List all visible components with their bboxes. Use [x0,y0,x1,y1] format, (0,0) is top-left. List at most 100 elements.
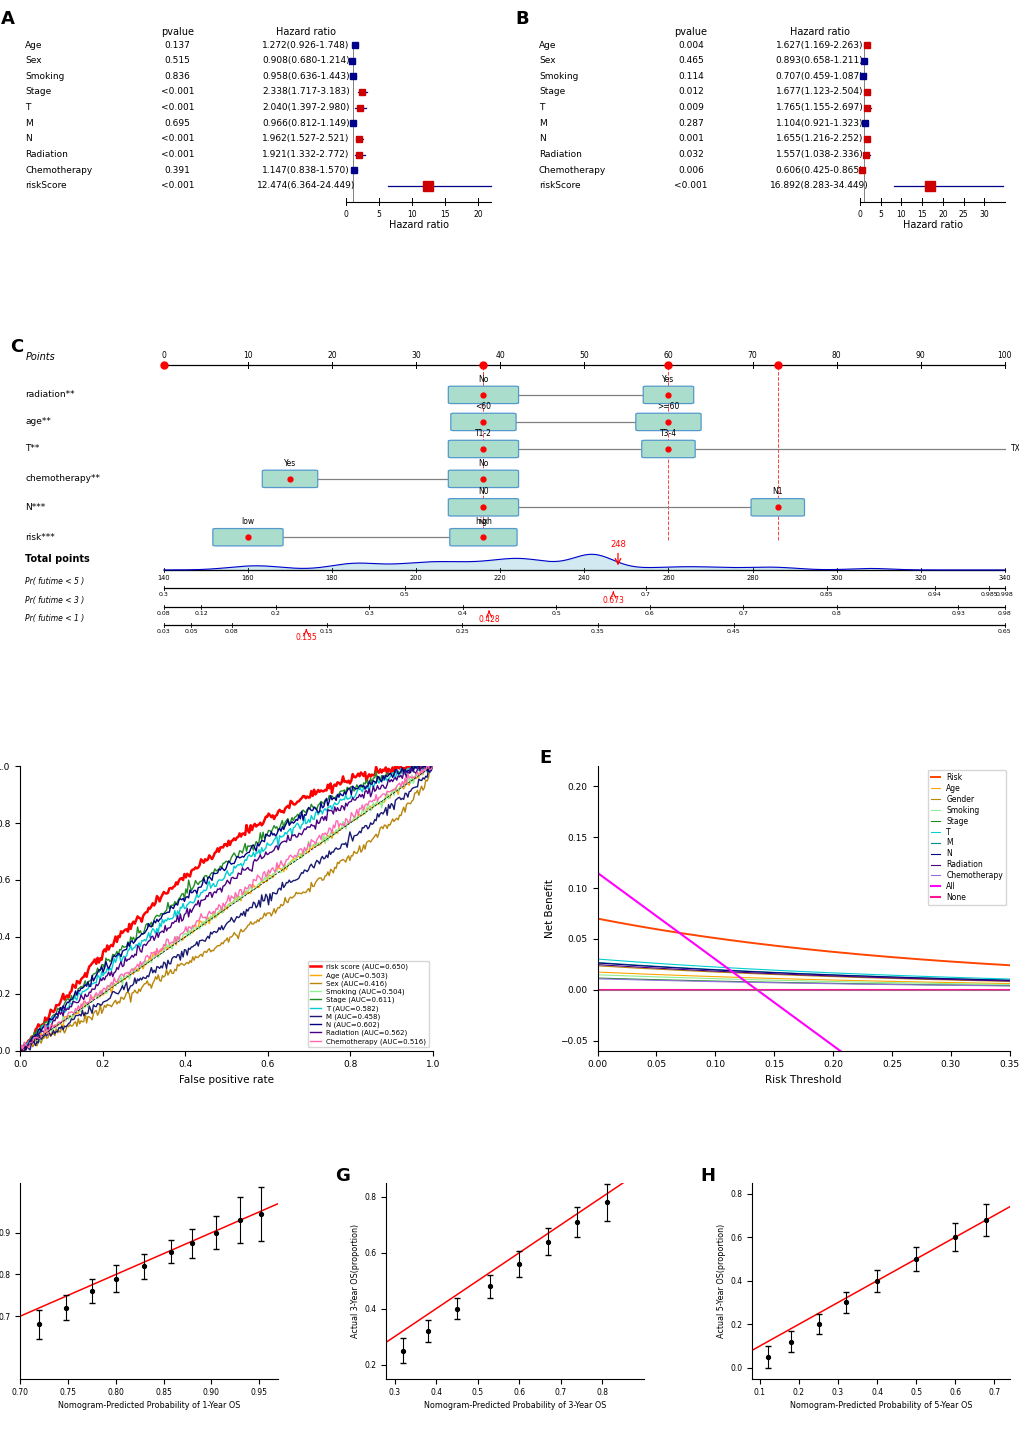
Text: 0.137: 0.137 [164,40,191,49]
Gender [1003,972,1015,989]
Gender [844,968,856,985]
Radiation [964,971,976,988]
Age [836,972,848,989]
T (AUC=0.582) [258,841,270,859]
Text: 12.474(6.364-24.449): 12.474(6.364-24.449) [257,181,355,191]
Text: 10: 10 [407,210,417,220]
M [1003,972,1015,989]
Stage (AUC=0.611) [14,1043,26,1060]
Text: <0.001: <0.001 [160,103,194,112]
Text: 220: 220 [493,574,506,580]
Radiation [844,968,856,985]
Text: 340: 340 [998,574,1010,580]
M (AUC=0.458) [266,885,278,902]
Text: 0.966(0.812-1.149): 0.966(0.812-1.149) [262,119,350,128]
Chemotherapy [1003,978,1015,995]
None [844,981,856,998]
Age [593,964,605,981]
Text: Stage: Stage [538,88,565,96]
Text: 10: 10 [896,210,905,220]
Text: Radiation: Radiation [538,151,581,159]
Text: Age: Age [538,40,555,49]
Text: 0.836: 0.836 [164,72,191,80]
None [836,981,848,998]
N (AUC=0.602) [260,826,272,843]
Stage (AUC=0.611) [387,767,399,784]
Text: <0.001: <0.001 [160,151,194,159]
Text: 0.3: 0.3 [364,610,374,616]
Text: H: H [700,1167,715,1185]
Text: 140: 140 [157,574,170,580]
Text: 0.35: 0.35 [590,629,604,635]
risk score (AUC=0.650) [389,757,401,774]
Text: Pr( futime < 5 ): Pr( futime < 5 ) [25,577,85,586]
Text: 2.040(1.397-2.980): 2.040(1.397-2.980) [262,103,350,112]
Smoking (AUC=0.504) [15,1041,28,1058]
M [593,954,605,971]
Text: 0.985: 0.985 [979,592,997,596]
Text: riskScore: riskScore [25,181,66,191]
Text: chemotherapy**: chemotherapy** [25,474,100,484]
Radiation [1003,972,1015,989]
Text: 0.391: 0.391 [164,165,191,175]
Text: 200: 200 [410,574,422,580]
All [837,1044,849,1061]
Text: 2.338(1.717-3.183): 2.338(1.717-3.183) [262,88,350,96]
Text: risk***: risk*** [25,533,55,541]
Text: 0.5: 0.5 [551,610,560,616]
Line: Chemotherapy: Chemotherapy [598,979,1009,987]
Text: 0.032: 0.032 [678,151,703,159]
risk score (AUC=0.650) [14,1043,26,1060]
FancyBboxPatch shape [450,414,516,431]
Line: risk score (AUC=0.650): risk score (AUC=0.650) [20,765,432,1051]
Chemotherapy [593,971,605,988]
Chemotherapy [836,975,848,992]
Text: Yes: Yes [661,375,674,383]
Text: 1.272(0.926-1.748): 1.272(0.926-1.748) [262,40,350,49]
Text: 30: 30 [978,210,988,220]
M (AUC=0.458) [426,757,438,774]
N (AUC=0.602) [387,765,399,783]
risk score (AUC=0.650) [387,763,399,780]
All [592,864,604,882]
Stage [836,975,848,992]
Text: 0.6: 0.6 [644,610,654,616]
Chemotherapy (AUC=0.516) [15,1037,28,1054]
N [844,966,856,984]
Line: M: M [598,962,1009,981]
Text: 1.921(1.332-2.772): 1.921(1.332-2.772) [262,151,350,159]
Smoking [938,975,951,992]
Line: M (AUC=0.458): M (AUC=0.458) [20,765,432,1051]
Smoking (AUC=0.504) [266,864,278,882]
Sex (AUC=0.416) [387,813,399,830]
Text: 0.908(0.680-1.214): 0.908(0.680-1.214) [262,56,350,65]
Smoking (AUC=0.504) [258,869,270,886]
Text: 320: 320 [914,574,926,580]
Stage (AUC=0.611) [425,757,437,774]
Text: 0.958(0.636-1.443): 0.958(0.636-1.443) [262,72,350,80]
Radiation (AUC=0.562) [387,770,399,787]
risk score (AUC=0.650) [260,808,272,826]
Smoking [592,966,604,984]
Chemotherapy (AUC=0.516) [387,781,399,798]
Line: Radiation: Radiation [598,965,1009,981]
Text: 90: 90 [915,350,924,360]
Stage [938,976,951,994]
Text: 0.695: 0.695 [164,119,191,128]
Text: 1.677(1.123-2.504): 1.677(1.123-2.504) [775,88,862,96]
Line: Sex (AUC=0.416): Sex (AUC=0.416) [20,765,432,1051]
Sex (AUC=0.416) [15,1040,28,1057]
Text: 5: 5 [376,210,381,220]
Text: 20: 20 [937,210,947,220]
Age (AUC=0.503) [387,785,399,803]
Text: pvalue: pvalue [674,27,707,37]
None [593,981,605,998]
Text: 0.998: 0.998 [995,592,1013,596]
Stage (AUC=0.611) [426,757,438,774]
Age (AUC=0.503) [426,757,438,774]
Line: N: N [598,964,1009,981]
Text: Smoking: Smoking [538,72,578,80]
Text: 0: 0 [857,210,861,220]
Text: T**: T** [25,445,40,454]
Text: 15: 15 [916,210,926,220]
